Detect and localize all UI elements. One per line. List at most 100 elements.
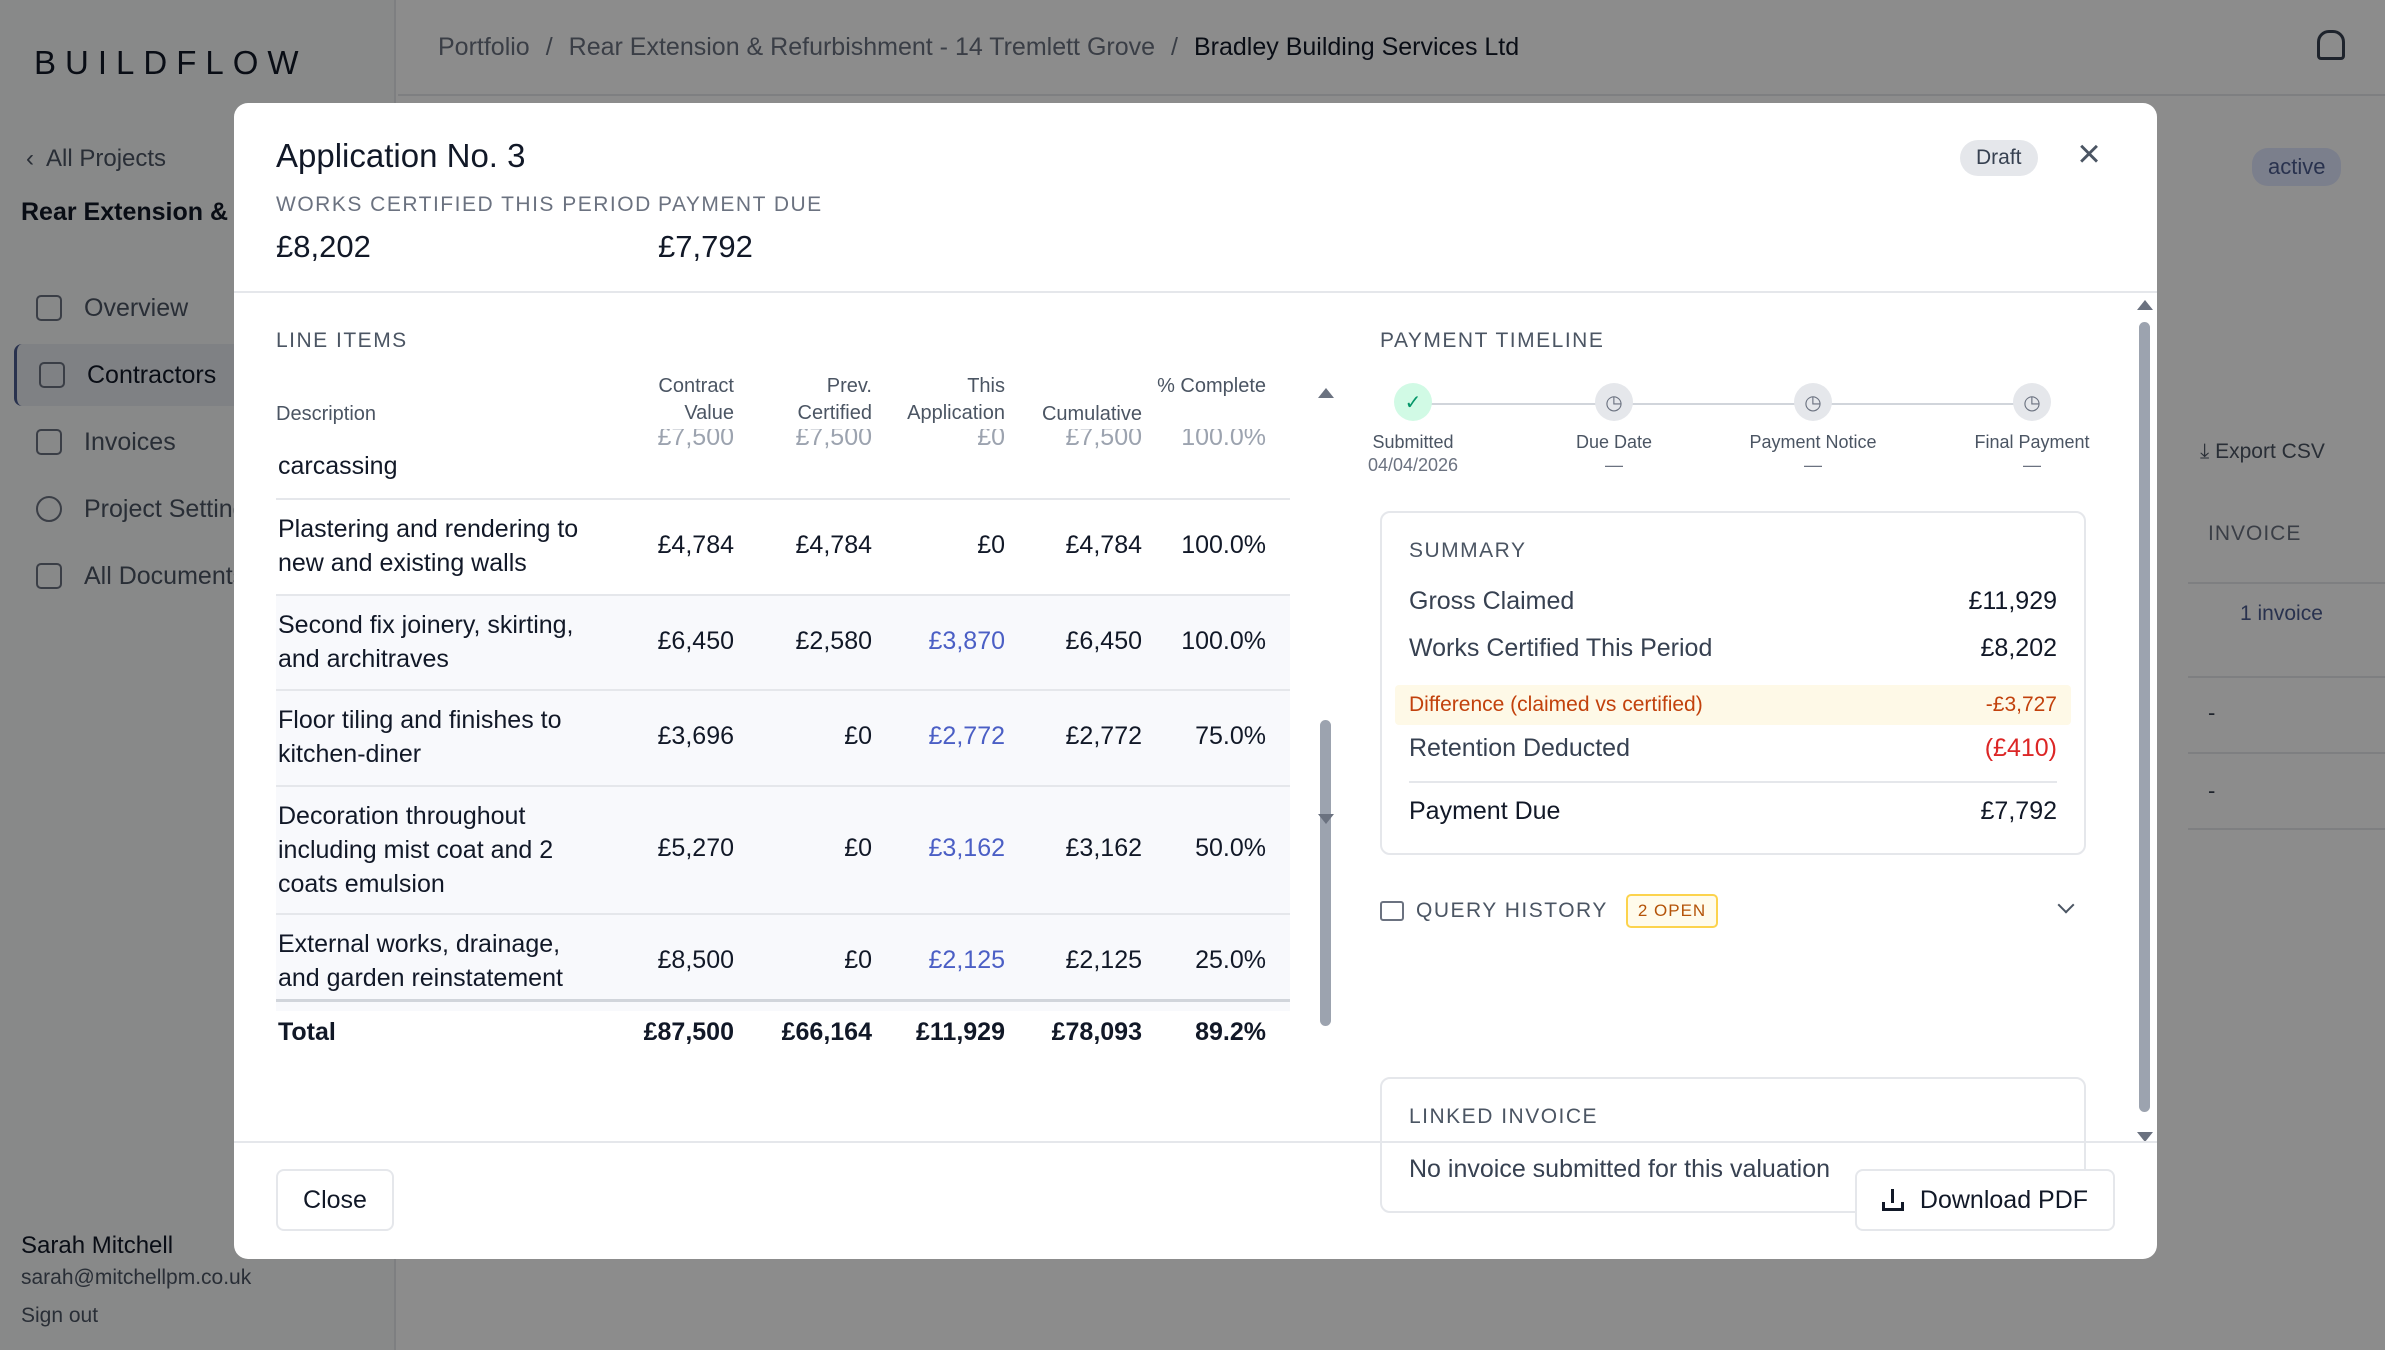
line-items-title: LINE ITEMS bbox=[276, 329, 408, 352]
row-prev-certified: £0 bbox=[844, 946, 872, 974]
all-projects-link[interactable]: ‹ All Projects bbox=[26, 145, 166, 173]
invoice-icon bbox=[36, 429, 62, 455]
scrollbar-thumb[interactable] bbox=[2139, 322, 2150, 1112]
message-icon bbox=[1380, 901, 1404, 921]
summary-retention: Retention Deducted (£410) bbox=[1409, 734, 2057, 763]
row-this-application[interactable]: £3,162 bbox=[928, 834, 1005, 862]
row-description: Plastering and rendering to new and exis… bbox=[278, 515, 579, 577]
stat-label: WORKS CERTIFIED THIS PERIOD bbox=[276, 193, 652, 216]
status-badge: active bbox=[2252, 148, 2342, 186]
row-complete: 100.0% bbox=[1181, 429, 1266, 451]
column-header-contract-value: Contract Value bbox=[658, 375, 734, 424]
summary-difference: Difference (claimed vs certified) -£3,727 bbox=[1395, 685, 2071, 725]
sidebar-item-label: Invoices bbox=[84, 427, 176, 456]
panel-scrollbar[interactable] bbox=[2137, 300, 2153, 1142]
breadcrumb-portfolio[interactable]: Portfolio bbox=[438, 33, 530, 61]
bell-icon[interactable] bbox=[2317, 30, 2345, 60]
table-scrollbar[interactable] bbox=[1318, 388, 1334, 1158]
draft-badge: Draft bbox=[1960, 140, 2038, 176]
summary-value: £8,202 bbox=[1980, 634, 2057, 662]
all-projects-label: All Projects bbox=[46, 145, 167, 172]
download-icon bbox=[1881, 1189, 1904, 1211]
row-this-application[interactable]: £2,772 bbox=[928, 722, 1005, 750]
step-date: — bbox=[2023, 455, 2041, 475]
summary-card: SUMMARY Gross Claimed £11,929 Works Certi… bbox=[1380, 511, 2086, 855]
column-header-complete: % Complete bbox=[1157, 375, 1266, 397]
row-contract-value: £5,270 bbox=[657, 834, 734, 862]
query-history-toggle[interactable]: QUERY HISTORY 2 OPEN bbox=[1380, 891, 2086, 931]
divider bbox=[2188, 828, 2385, 830]
summary-title: SUMMARY bbox=[1409, 539, 1527, 562]
works-certified-stat: WORKS CERTIFIED THIS PERIOD £8,202 bbox=[276, 193, 652, 265]
close-icon[interactable]: × bbox=[2077, 132, 2101, 176]
scrollbar-thumb[interactable] bbox=[1320, 720, 1331, 1026]
summary-value: £11,929 bbox=[1968, 587, 2057, 615]
sidebar-item-overview[interactable]: Overview bbox=[14, 277, 384, 339]
table-row[interactable]: Second fix joinery, skirting, and archit… bbox=[276, 596, 1290, 691]
invoice-cell: - bbox=[2208, 700, 2216, 725]
row-prev-certified: £7,500 bbox=[795, 429, 872, 451]
row-this-application: £0 bbox=[977, 429, 1005, 451]
modal-title: Application No. 3 bbox=[276, 137, 526, 174]
modal-footer: Close Download PDF bbox=[234, 1141, 2157, 1259]
step-date: — bbox=[1605, 455, 1623, 475]
table-row[interactable]: Decoration throughout including mist coa… bbox=[276, 787, 1290, 915]
invoice-link[interactable]: 1 invoice bbox=[2240, 602, 2323, 625]
row-cumulative: £7,500 bbox=[1065, 429, 1142, 451]
table-row[interactable]: Floor tiling and finishes to kitchen-din… bbox=[276, 691, 1290, 787]
sidebar-item-all-documents[interactable]: All Documents bbox=[14, 545, 384, 607]
table-row[interactable]: Plastering and rendering to new and exis… bbox=[276, 500, 1290, 596]
step-date: — bbox=[1804, 455, 1822, 475]
row-this-application[interactable]: £2,125 bbox=[928, 946, 1005, 974]
total-contract-value: £87,500 bbox=[643, 1018, 734, 1046]
sidebar-item-invoices[interactable]: Invoices bbox=[14, 411, 384, 473]
scroll-up-icon[interactable] bbox=[1318, 388, 1334, 398]
row-contract-value: £7,500 bbox=[657, 429, 734, 451]
summary-label: Payment Due bbox=[1409, 797, 1561, 825]
summary-payment-due: Payment Due £7,792 bbox=[1409, 797, 2057, 826]
export-csv-label: Export CSV bbox=[2215, 440, 2325, 463]
summary-label: Retention Deducted bbox=[1409, 734, 1630, 762]
scroll-down-icon[interactable] bbox=[2137, 1132, 2153, 1142]
export-csv-button[interactable]: ⤓ Export CSV bbox=[2200, 440, 2325, 464]
stat-value: £7,792 bbox=[658, 229, 753, 264]
scroll-up-icon[interactable] bbox=[2137, 300, 2153, 310]
query-history-title: QUERY HISTORY bbox=[1416, 899, 1608, 922]
timeline-step-payment-notice: ◷ Payment Notice — bbox=[1743, 383, 1883, 476]
row-contract-value: £4,784 bbox=[657, 531, 734, 559]
row-complete: 50.0% bbox=[1195, 834, 1266, 862]
payment-timeline-title: PAYMENT TIMELINE bbox=[1380, 329, 1605, 352]
row-cumulative: £4,784 bbox=[1065, 531, 1142, 559]
right-panel: PAYMENT TIMELINE ✓ Submitted 04/04/2026 … bbox=[1368, 293, 2090, 1253]
sidebar-item-label: Contractors bbox=[87, 360, 217, 389]
sign-out-link[interactable]: Sign out bbox=[21, 1304, 99, 1327]
payment-due-stat: PAYMENT DUE £7,792 bbox=[658, 193, 823, 265]
divider bbox=[2188, 676, 2385, 678]
breadcrumb-project[interactable]: Rear Extension & Refurbishment - 14 Trem… bbox=[568, 33, 1156, 61]
table-row[interactable]: External works, drainage, and garden rei… bbox=[276, 915, 1290, 1011]
modal-header: Application No. 3 WORKS CERTIFIED THIS P… bbox=[234, 103, 2157, 293]
summary-divider bbox=[1409, 781, 2057, 783]
timeline-step-final-payment: ◷ Final Payment — bbox=[1962, 383, 2102, 476]
download-pdf-button[interactable]: Download PDF bbox=[1855, 1169, 2115, 1231]
chevron-down-icon[interactable] bbox=[2057, 896, 2075, 914]
table-row[interactable]: carcassing £7,500 £7,500 £0 £7,500 100.0… bbox=[276, 429, 1290, 500]
sidebar-item-label: Overview bbox=[84, 293, 189, 322]
row-contract-value: £6,450 bbox=[657, 627, 734, 655]
scroll-down-icon[interactable] bbox=[1318, 814, 1334, 824]
row-this-application[interactable]: £3,870 bbox=[928, 627, 1005, 655]
close-button[interactable]: Close bbox=[276, 1169, 394, 1231]
user-panel: Sarah Mitchell sarah@mitchellpm.co.uk Si… bbox=[21, 1232, 251, 1328]
sidebar-item-project-settings[interactable]: Project Settings bbox=[14, 478, 384, 540]
divider bbox=[2188, 582, 2385, 584]
step-label: Final Payment bbox=[1974, 432, 2090, 452]
row-contract-value: £3,696 bbox=[657, 722, 734, 750]
row-contract-value: £8,500 bbox=[657, 946, 734, 974]
briefcase-icon bbox=[39, 362, 65, 388]
document-icon bbox=[36, 563, 62, 589]
timeline-step-submitted: ✓ Submitted 04/04/2026 bbox=[1343, 383, 1483, 476]
total-complete: 89.2% bbox=[1195, 1018, 1266, 1046]
download-icon: ⤓ bbox=[2200, 440, 2216, 463]
row-cumulative: £2,125 bbox=[1065, 946, 1142, 974]
stat-value: £8,202 bbox=[276, 229, 371, 264]
